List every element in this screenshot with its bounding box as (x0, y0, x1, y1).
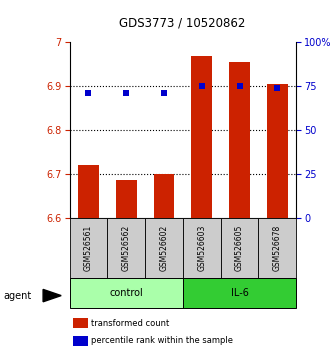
Polygon shape (43, 290, 61, 302)
Text: percentile rank within the sample: percentile rank within the sample (91, 336, 233, 346)
Text: agent: agent (3, 291, 31, 301)
Text: GSM526605: GSM526605 (235, 224, 244, 271)
Bar (145, 218, 183, 278)
Bar (70, 218, 107, 278)
Bar (267, 84, 288, 218)
Text: GDS3773 / 10520862: GDS3773 / 10520862 (119, 17, 245, 29)
Bar (221, 218, 259, 278)
Bar (183, 218, 221, 278)
Bar (229, 62, 250, 218)
Bar (191, 56, 212, 218)
Bar (107, 218, 145, 278)
Text: transformed count: transformed count (91, 319, 169, 328)
Bar (154, 174, 174, 218)
Text: GSM526602: GSM526602 (160, 225, 168, 271)
Text: IL-6: IL-6 (231, 288, 249, 298)
Bar (259, 218, 296, 278)
Text: control: control (109, 288, 143, 298)
Bar (70, 278, 183, 308)
Bar (116, 181, 137, 218)
Bar (183, 278, 296, 308)
Text: GSM526603: GSM526603 (197, 224, 206, 271)
Text: GSM526678: GSM526678 (273, 225, 282, 271)
Text: GSM526562: GSM526562 (122, 225, 131, 271)
Text: GSM526561: GSM526561 (84, 225, 93, 271)
Bar (78, 165, 99, 218)
